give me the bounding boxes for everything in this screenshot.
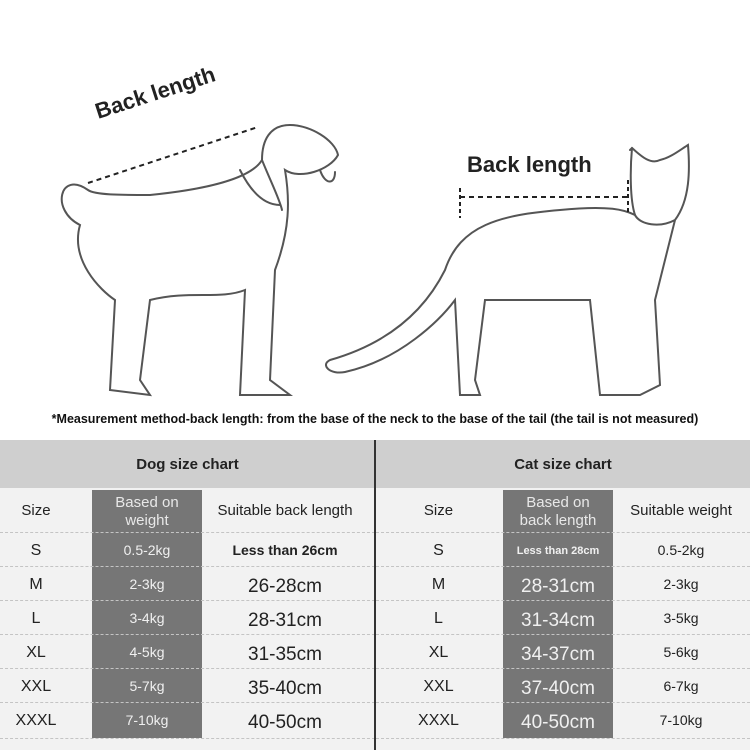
dog_chart-row-XL-col-1: 4-5kg: [129, 644, 165, 660]
cat_chart-row-XL-col-1: 34-37cm: [521, 644, 595, 665]
cat_chart-header-1: Based on back length: [519, 494, 597, 529]
cat-size-chart: Cat size chart Size Based on back length S…: [376, 440, 750, 750]
cat_chart-row-XL-col-0: XL: [428, 644, 449, 661]
cat_chart-row-S-col-1: Less than 28cm: [516, 545, 600, 557]
dog_chart-row-XL-col-0: XL: [26, 644, 46, 661]
dog_chart-row-L-col-0: L: [31, 610, 41, 627]
dog_chart-row-M-col-0: M: [29, 576, 43, 593]
cat_chart-row-XXL-col-2: 6-7kg: [663, 678, 699, 694]
dog_chart-row-S-col-2: Less than 26cm: [232, 542, 338, 558]
chart-divider: [374, 440, 376, 750]
measurement-note: *Measurement method-back length: from th…: [51, 412, 699, 426]
cat_chart-header-2: Suitable weight: [630, 502, 732, 519]
cat_chart-row-M-col-0: M: [431, 576, 446, 593]
cat_chart-row-XXXL-col-1: 40-50cm: [521, 712, 595, 733]
dog_chart-header-0: Size: [21, 502, 51, 519]
dog_chart-row-M-col-2: 26-28cm: [248, 576, 322, 597]
cat_chart-row-S-col-0: S: [433, 542, 444, 559]
dog-size-chart: Dog size chart Size Based on weight Suitab…: [0, 440, 375, 750]
cat_chart-row-M-col-1: 28-31cm: [521, 576, 595, 597]
dog-drawing: [60, 123, 340, 397]
cat_chart-row-XL-col-2: 5-6kg: [663, 644, 699, 660]
dog_chart-row-L-col-1: 3-4kg: [129, 610, 165, 626]
dog_chart-row-M-col-1: 2-3kg: [129, 576, 165, 592]
dog-back-length-line: [87, 126, 259, 184]
dog_chart-row-XXXL-col-1: 7-10kg: [125, 712, 169, 728]
cat_chart-row-L-col-0: L: [434, 610, 443, 627]
dog_chart-row-XXXL-col-2: 40-50cm: [248, 712, 322, 733]
cat_chart-row-XXL-col-1: 37-40cm: [521, 678, 595, 699]
dog_chart-row-XXL-col-1: 5-7kg: [129, 678, 165, 694]
dog_chart-row-XXL-col-2: 35-40cm: [248, 678, 322, 699]
cat_chart-row-L-col-2: 3-5kg: [663, 610, 699, 626]
cat-back-length-label: Back length: [467, 152, 592, 177]
cat_chart-row-XXL-col-0: XXL: [423, 678, 454, 695]
dog_chart-header-1: Based on weight: [115, 494, 179, 529]
cat_chart-header-0: Size: [423, 502, 454, 519]
cat_chart-row-S-col-2: 0.5-2kg: [657, 542, 705, 558]
dog_chart-row-S-col-0: S: [30, 542, 42, 559]
cat_chart-row-XXXL-col-2: 7-10kg: [659, 712, 703, 728]
cat-drawing: [325, 143, 690, 396]
dog_chart-header-2: Suitable back length: [217, 502, 353, 519]
dog-chart-title: Dog size chart: [0, 440, 375, 488]
dog_chart-row-L-col-2: 28-31cm: [248, 610, 322, 631]
cat-chart-title: Cat size chart: [376, 440, 750, 488]
cat_chart-row-L-col-1: 31-34cm: [521, 610, 595, 631]
pet-illustration: [60, 123, 690, 397]
dog_chart-row-XXXL-col-0: XXXL: [15, 712, 57, 729]
dog_chart-row-XL-col-2: 31-35cm: [248, 644, 322, 665]
cat_chart-row-M-col-2: 2-3kg: [663, 576, 699, 592]
dog_chart-row-S-col-1: 0.5-2kg: [123, 542, 171, 558]
cat_chart-row-XXXL-col-0: XXXL: [418, 712, 459, 729]
dog_chart-row-XXL-col-0: XXL: [20, 678, 52, 695]
